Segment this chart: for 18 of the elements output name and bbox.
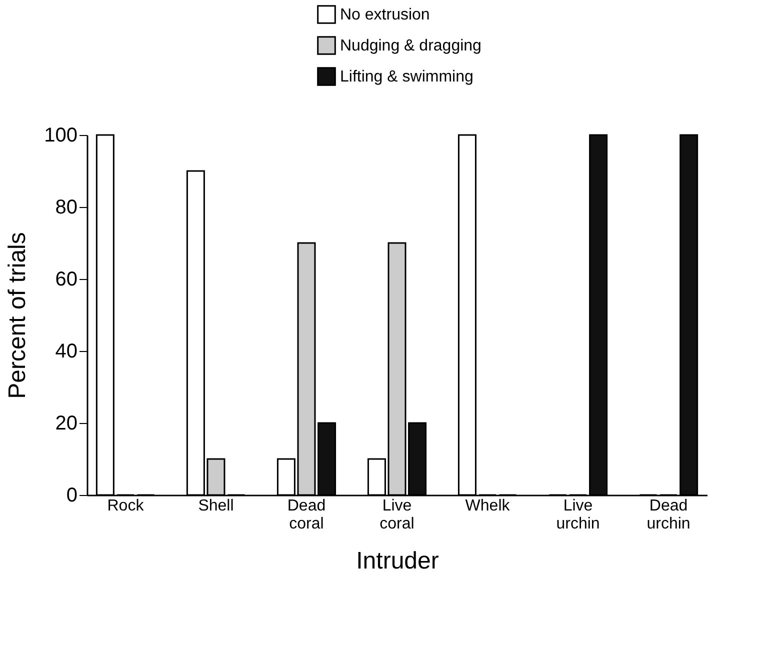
y-axis-title: Percent of trials [4, 232, 32, 399]
x-axis-title: Intruder [356, 548, 439, 574]
y-tick-label: 80 [55, 196, 78, 218]
x-tick-label: Live urchin [556, 498, 600, 532]
y-tick-label: 40 [55, 340, 78, 362]
legend-label: No extrusion [340, 6, 430, 24]
x-tick-label: Rock [107, 498, 145, 514]
legend-label: Nudging & dragging [340, 38, 482, 54]
legend-label: Lifting & swimming [340, 68, 474, 86]
x-tick-label: Dead coral [287, 498, 326, 532]
y-tick-label: 0 [66, 484, 78, 506]
x-tick-label: Live coral [380, 498, 414, 532]
x-tick-label: Shell [198, 498, 234, 514]
x-tick-label: Dead urchin [646, 498, 690, 532]
x-tick-label: Whelk [465, 498, 511, 514]
y-tick-label: 60 [55, 268, 78, 290]
y-tick-label: 20 [55, 412, 78, 434]
y-tick-label: 100 [44, 124, 78, 146]
